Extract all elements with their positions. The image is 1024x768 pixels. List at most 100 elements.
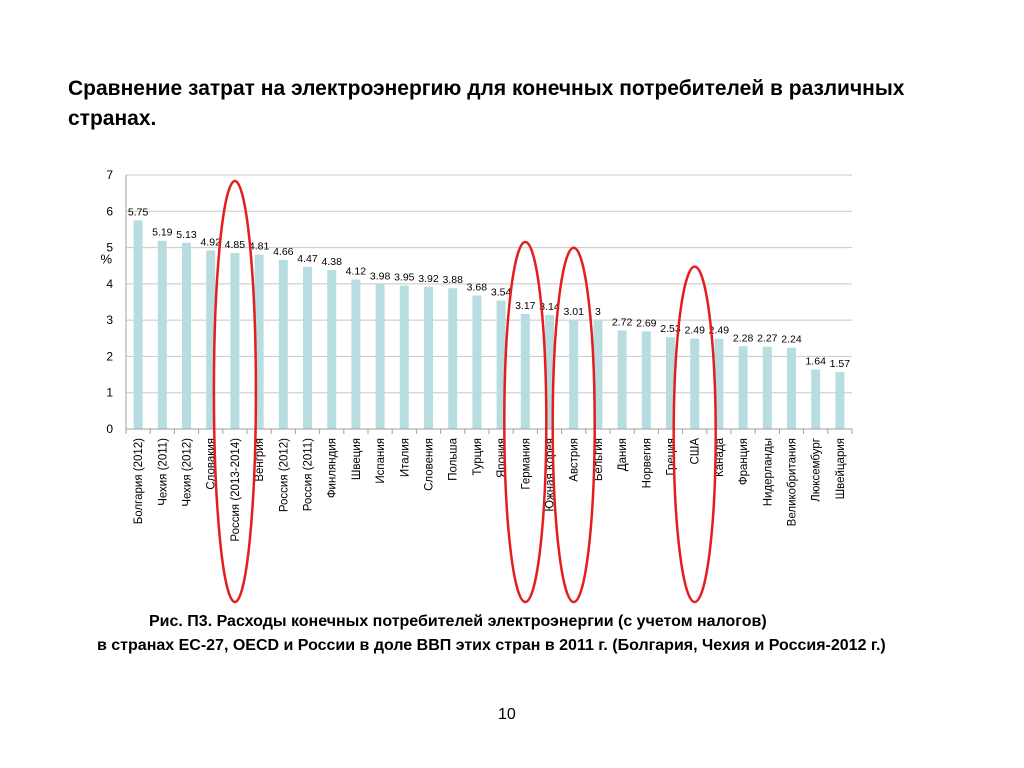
x-tick-label: Швеция <box>351 438 363 480</box>
bar <box>569 319 579 429</box>
data-label: 1.64 <box>805 355 826 367</box>
highlight-ellipse <box>503 240 548 604</box>
bar <box>811 369 821 429</box>
data-label: 2.69 <box>636 317 657 329</box>
y-tick-label: 5 <box>106 241 113 255</box>
bar <box>641 331 651 429</box>
bar <box>351 279 361 429</box>
bar <box>182 242 191 429</box>
page-number: 10 <box>498 706 516 723</box>
data-label: 3.95 <box>394 272 415 284</box>
x-tick-label: Словения <box>424 438 436 491</box>
y-tick-label: 4 <box>106 277 113 291</box>
data-label: 3.92 <box>418 273 439 285</box>
data-label: 4.12 <box>346 266 367 278</box>
bar <box>835 372 845 429</box>
x-tick-label: Россия (2012) <box>278 438 290 512</box>
bar <box>375 284 385 429</box>
bar <box>327 270 337 429</box>
bar <box>230 253 240 429</box>
x-tick-label: Финляндия <box>327 438 339 498</box>
data-label: 4.81 <box>249 240 270 252</box>
data-label: 4.47 <box>297 253 318 265</box>
y-tick-label: 7 <box>106 168 113 182</box>
bar <box>617 330 627 429</box>
x-tick-label: Венгрия <box>254 438 266 482</box>
x-tick-label: Чехия (2012) <box>182 438 194 507</box>
data-label: 2.49 <box>709 325 730 337</box>
x-tick-label: Болгария (2012) <box>133 438 145 524</box>
x-tick-label: Турция <box>472 438 484 476</box>
data-label: 4.85 <box>225 239 246 251</box>
bar <box>399 285 409 429</box>
data-label: 3.01 <box>563 306 584 318</box>
bar <box>690 338 700 429</box>
bar <box>738 346 748 429</box>
x-tick-label: Люксембург <box>811 438 823 502</box>
data-label: 4.92 <box>200 236 221 248</box>
x-tick-label: США <box>690 438 702 465</box>
bar <box>424 286 433 429</box>
y-tick-label: 2 <box>106 349 113 363</box>
x-tick-label: Германия <box>520 438 532 490</box>
data-label: 4.38 <box>321 256 342 268</box>
bar <box>448 288 458 429</box>
data-label: 2.28 <box>733 332 754 344</box>
y-tick-label: 6 <box>106 204 113 218</box>
data-label: 3.68 <box>467 281 488 293</box>
data-label: 2.27 <box>757 333 778 345</box>
x-tick-label: Россия (2013-2014) <box>230 438 242 542</box>
x-tick-label: Нидерланды <box>762 438 774 506</box>
data-label: 5.13 <box>176 229 197 241</box>
highlight-ellipse <box>672 265 717 604</box>
x-tick-label: Швейцария <box>835 438 847 499</box>
x-tick-label: Чехия (2011) <box>157 438 169 506</box>
data-label: 3.14 <box>539 301 560 313</box>
x-tick-label: Греция <box>666 438 678 476</box>
bar <box>303 266 312 429</box>
x-tick-label: Австрия <box>569 438 581 482</box>
data-label: 3 <box>595 306 601 318</box>
data-label: 2.24 <box>781 334 802 346</box>
y-tick-label: 1 <box>106 386 113 400</box>
bar <box>545 315 554 429</box>
data-labels: 5.755.19 5.134.92 4.85 4.81 4.664.47 4.38 4.12… <box>128 206 850 370</box>
data-label: 2.49 <box>684 325 705 337</box>
bar <box>787 347 796 429</box>
bar <box>254 254 264 429</box>
bar <box>278 259 288 429</box>
bar <box>496 300 506 429</box>
data-label: 3.54 <box>491 287 512 299</box>
data-label: 2.53 <box>660 323 681 335</box>
x-tick-label: Испания <box>375 438 387 484</box>
x-tick-label: Польша <box>448 437 460 480</box>
bar <box>593 320 603 429</box>
bar <box>206 250 216 429</box>
caption-line-1: Рис. П3. Расходы конечных потребителей э… <box>149 613 767 630</box>
highlight-ellipse <box>551 246 596 604</box>
x-tick-label: Канада <box>714 437 726 477</box>
highlight-ellipses <box>212 179 717 604</box>
x-tick-label: Италия <box>399 438 411 477</box>
x-tick-label: Франция <box>738 438 750 485</box>
x-tick-label: Россия (2011) <box>303 438 315 511</box>
bar <box>157 240 167 429</box>
highlight-ellipse <box>212 179 258 604</box>
y-tick-label: 0 <box>106 422 113 436</box>
y-axis-label: % <box>100 252 112 267</box>
bar <box>472 295 482 429</box>
bar <box>666 337 675 429</box>
data-label: 3.88 <box>442 274 463 286</box>
data-label: 4.66 <box>273 246 294 258</box>
data-label: 1.57 <box>830 358 851 370</box>
slide-title: Сравнение затрат на электроэнергию для к… <box>68 77 905 130</box>
figure-caption: Рис. П3. Расходы конечных потребителей э… <box>97 610 927 658</box>
y-tick-label: 3 <box>106 313 113 327</box>
x-tick-label: Великобритания <box>787 438 799 526</box>
data-label: 2.72 <box>612 316 633 328</box>
data-label: 3.17 <box>515 300 536 312</box>
data-label: 5.19 <box>152 227 173 239</box>
caption-line-2: в странах ЕС-27, OECD и России в доле ВВ… <box>97 637 886 654</box>
bar <box>520 313 530 429</box>
